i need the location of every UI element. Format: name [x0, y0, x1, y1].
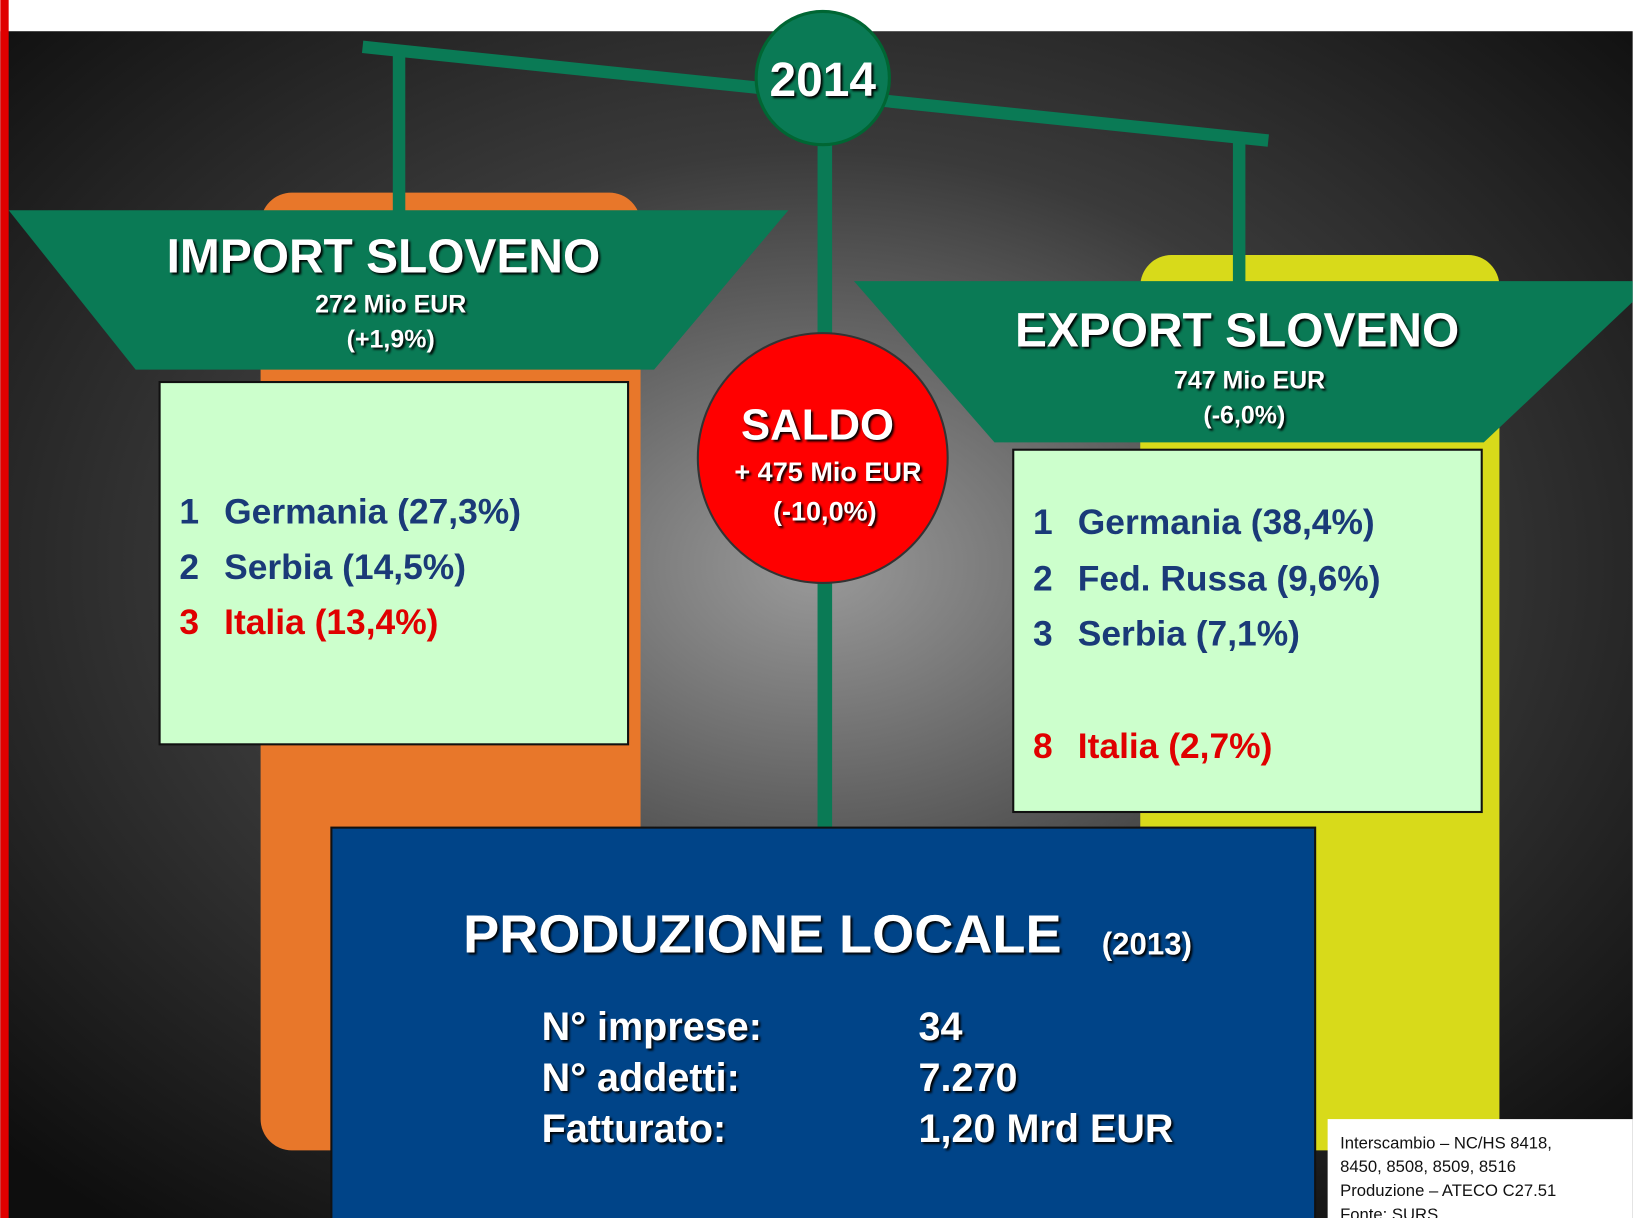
rank: 8 [1033, 727, 1053, 766]
row-value: 34 [919, 1005, 963, 1049]
import-title: IMPORT SLOVENO [167, 231, 601, 284]
country: Italia (2,7%) [1078, 727, 1273, 766]
export-value: 747 Mio EUR [1174, 366, 1325, 394]
footnote: 8450, 8508, 8509, 8516 [1340, 1157, 1516, 1176]
country: Germania (27,3%) [224, 493, 521, 532]
row-value: 1,20 Mrd EUR [919, 1107, 1174, 1151]
country: Fed. Russa (9,6%) [1078, 559, 1381, 598]
production-title: PRODUZIONE LOCALE [463, 905, 1061, 965]
production-year: (2013) [1102, 927, 1192, 962]
infographic: 2014 IMPORT SLOVENO 272 Mio EUR (+1,9%) … [0, 0, 1633, 1218]
country: Serbia (14,5%) [224, 548, 466, 587]
rank: 2 [1033, 559, 1053, 598]
export-title: EXPORT SLOVENO [1015, 305, 1459, 358]
footnote: Fonte: SURS [1340, 1205, 1438, 1218]
rank: 1 [1033, 503, 1053, 542]
rank: 1 [179, 493, 199, 532]
footnote: Produzione – ATECO C27.51 [1340, 1181, 1556, 1200]
export-change: (-6,0%) [1203, 402, 1285, 430]
rank: 2 [179, 548, 199, 587]
page: 2014 IMPORT SLOVENO 272 Mio EUR (+1,9%) … [0, 0, 1633, 1218]
saldo-change: (-10,0%) [773, 497, 877, 527]
row-label: Fatturato: [542, 1107, 727, 1151]
production-box [331, 828, 1315, 1218]
saldo-title: SALDO [741, 400, 894, 449]
saldo-value: + 475 Mio EUR [734, 457, 921, 487]
row-value: 7.270 [919, 1056, 1018, 1100]
country: Italia (13,4%) [224, 603, 438, 642]
footnote: Interscambio – NC/HS 8418, [1340, 1133, 1552, 1152]
year: 2014 [769, 54, 876, 107]
rank: 3 [1033, 614, 1053, 653]
country: Germania (38,4%) [1078, 503, 1375, 542]
red-strip [0, 0, 8, 1218]
import-value: 272 Mio EUR [315, 290, 466, 318]
rank: 3 [179, 603, 199, 642]
row-label: N° imprese: [542, 1005, 762, 1049]
row-label: N° addetti: [542, 1056, 740, 1100]
import-change: (+1,9%) [347, 326, 435, 354]
country: Serbia (7,1%) [1078, 614, 1300, 653]
